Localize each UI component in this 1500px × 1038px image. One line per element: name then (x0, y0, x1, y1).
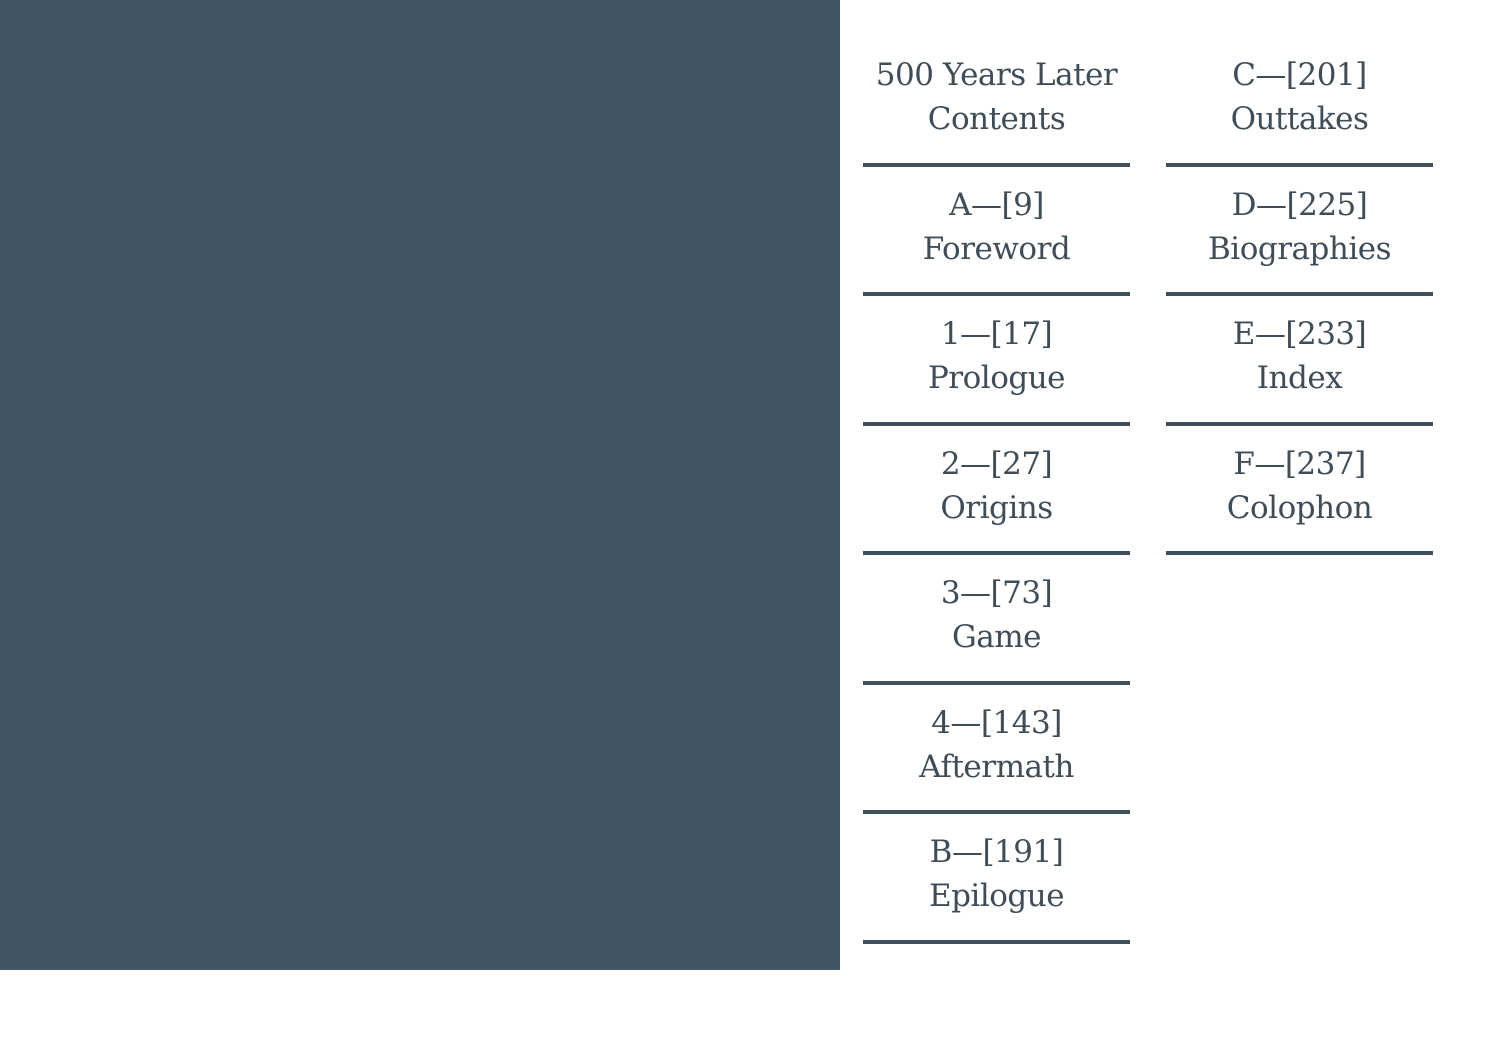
toc-entry: E—[233] Index (1166, 296, 1433, 426)
entry-number: 4—[143] (931, 704, 1062, 741)
entry-number: 1—[17] (940, 316, 1053, 352)
entry-title: Epilogue (928, 878, 1065, 914)
entry-title: Origins (940, 489, 1053, 526)
toc-entry: D—[225] Biographies (1166, 167, 1433, 296)
entry-number: F—[237] (1233, 445, 1366, 482)
toc-entry: 1—[17] Prologue (863, 296, 1130, 426)
entry-number: 2—[27] (940, 445, 1053, 482)
entry-number: 500 Years Later (875, 57, 1118, 93)
entry-title: Contents (927, 101, 1066, 137)
entry-title: Outtakes (1230, 101, 1369, 137)
contents-column-left: 500 Years Later Contents A—[9] Foreword 1—[1… (863, 37, 1130, 944)
toc-entry: A—[9] Foreword (863, 167, 1130, 296)
entry-number: D—[225] (1231, 186, 1368, 223)
entry-number: B—[191] (929, 834, 1064, 870)
toc-entry: 3—[73] Game (863, 555, 1130, 685)
toc-entry: 2—[27] Origins (863, 426, 1130, 555)
color-panel (0, 0, 840, 970)
entry-title: Foreword (922, 230, 1071, 267)
entry-title: Prologue (927, 360, 1066, 396)
toc-entry: B—[191] Epilogue (863, 814, 1130, 944)
contents-heading: 500 Years Later Contents (863, 37, 1130, 167)
entry-number: E—[233] (1232, 316, 1367, 352)
entry-title: Biographies (1208, 230, 1391, 267)
toc-entry: C—[201] Outtakes (1166, 37, 1433, 167)
entry-title: Game (952, 619, 1042, 655)
entry-number: 3—[73] (940, 575, 1053, 611)
entry-title: Index (1256, 360, 1343, 396)
toc-entry: F—[237] Colophon (1166, 426, 1433, 555)
entry-title: Aftermath (919, 748, 1074, 785)
entry-number: C—[201] (1232, 57, 1367, 93)
toc-entry: 4—[143] Aftermath (863, 685, 1130, 814)
contents-column-right: C—[201] Outtakes D—[225] Biographies E—[233]… (1166, 37, 1433, 555)
entry-number: A—[9] (949, 186, 1044, 223)
entry-title: Colophon (1226, 489, 1373, 526)
